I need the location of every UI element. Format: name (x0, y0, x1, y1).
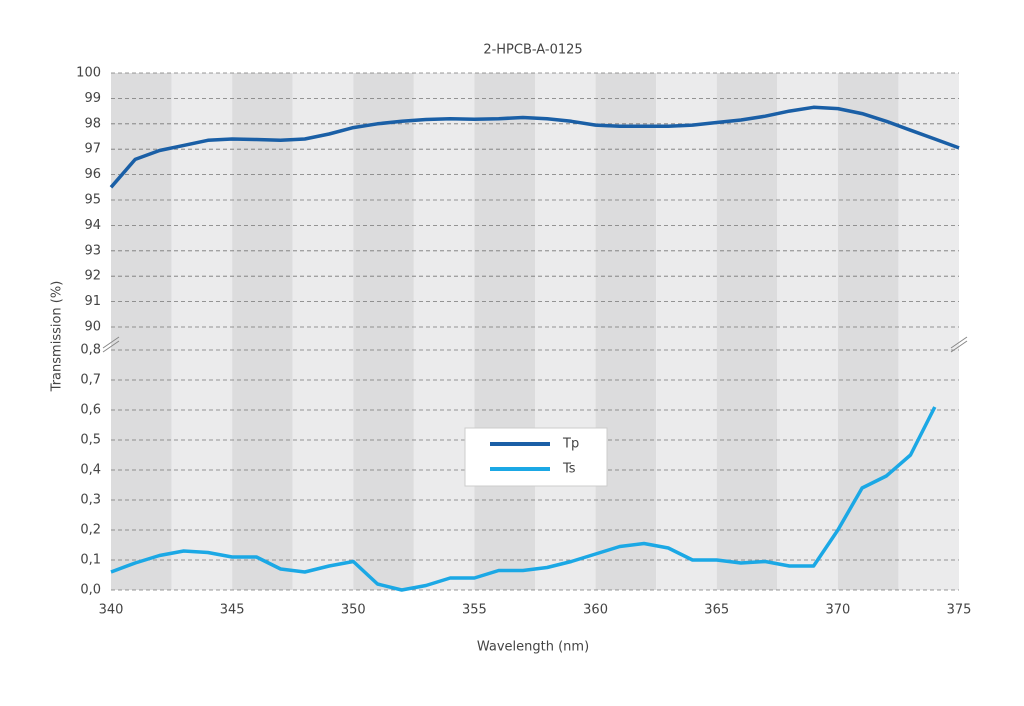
y-tick-label: 0,7 (80, 373, 101, 388)
x-tick-label: 360 (583, 603, 608, 618)
y-tick-label: 0,3 (80, 493, 101, 508)
legend-label: Ts (562, 462, 576, 477)
band (353, 73, 414, 590)
x-tick-label: 355 (462, 603, 487, 618)
band (777, 73, 838, 590)
background (111, 73, 959, 590)
axis-break (102, 336, 968, 353)
band (656, 73, 717, 590)
legend: Tp Ts (464, 427, 608, 487)
series-line (109, 105, 960, 189)
x-tick-label: 375 (947, 603, 972, 618)
chart-title: 2-HPCB-A-0125 (483, 43, 582, 58)
y-tick-label: 93 (84, 243, 101, 258)
band (535, 73, 596, 590)
y-tick-label: 99 (84, 91, 101, 106)
y-tick-label: 96 (84, 167, 101, 182)
y-tick-label: 95 (84, 193, 101, 208)
y-tick-label: 90 (84, 320, 101, 335)
band (837, 73, 899, 590)
x-tick-label: 340 (99, 603, 124, 618)
y-tick-label: 0,2 (80, 523, 101, 538)
y-tick-label: 97 (84, 142, 101, 157)
x-axis-label: Wavelength (nm) (477, 640, 589, 655)
y-tick-label: 100 (76, 66, 101, 81)
series-line (110, 406, 937, 592)
band (595, 73, 657, 590)
y-tick-label: 92 (84, 269, 101, 284)
band (232, 73, 293, 590)
band (716, 73, 778, 590)
band (413, 73, 475, 590)
x-tick-label: 345 (220, 603, 245, 618)
band (171, 73, 233, 590)
band (111, 73, 172, 590)
y-tick-label: 98 (84, 116, 101, 131)
band (474, 73, 535, 590)
y-tick-label: 0,4 (80, 463, 101, 478)
band (898, 73, 959, 590)
y-tick-label: 91 (84, 294, 101, 309)
x-tick-label: 370 (825, 603, 850, 618)
y-axis-label: Transmission (%) (50, 281, 65, 393)
legend-box (464, 427, 608, 487)
y-tick-label: 0,6 (80, 403, 101, 418)
x-tick-label: 365 (704, 603, 729, 618)
y-tick-label: 0,0 (80, 583, 101, 598)
band (292, 73, 354, 590)
y-tick-label: 0,8 (80, 343, 101, 358)
x-tick-label: 350 (341, 603, 366, 618)
y-tick-label: 0,5 (80, 433, 101, 448)
plot (109, 105, 960, 592)
legend-label: Tp (562, 437, 579, 452)
y-tick-label: 94 (84, 218, 101, 233)
y-tick-label: 0,1 (80, 553, 101, 568)
